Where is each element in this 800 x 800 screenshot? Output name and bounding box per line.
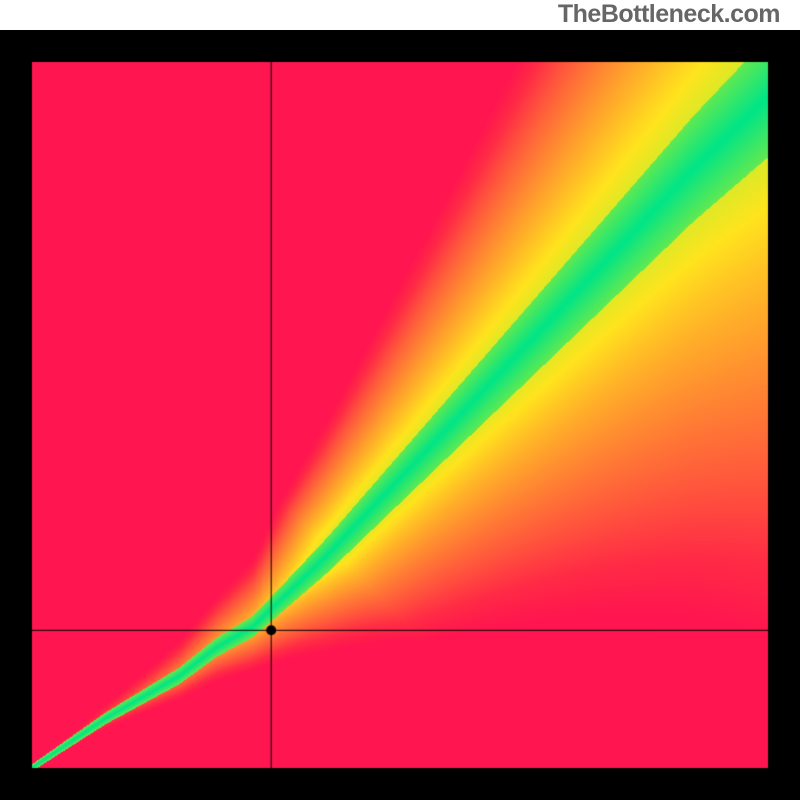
watermark-label: TheBottleneck.com: [558, 0, 780, 29]
heatmap-canvas: [0, 30, 800, 800]
chart-container: TheBottleneck.com: [0, 0, 800, 800]
